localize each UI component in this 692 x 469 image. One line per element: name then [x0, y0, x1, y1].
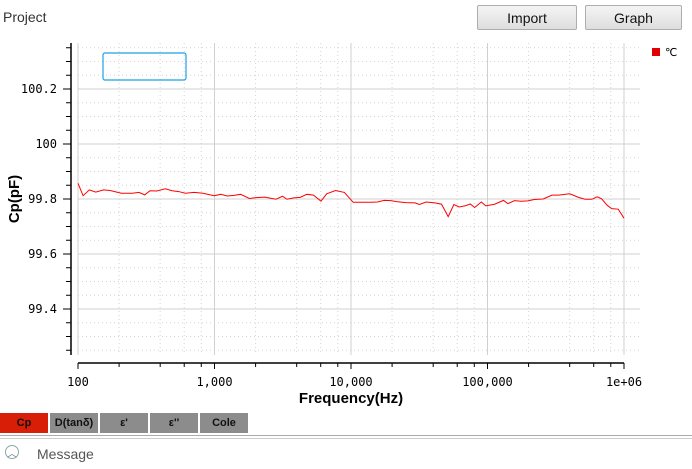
tab-epsilon-prime[interactable]: ε': [100, 413, 148, 433]
x-tick-label: 1,000: [196, 375, 232, 389]
y-tick-label: 100.2: [21, 82, 57, 96]
legend-label: ℃: [665, 46, 677, 59]
message-panel-label[interactable]: Message: [37, 446, 94, 462]
tab-d-tan-delta[interactable]: D(tanδ): [50, 413, 98, 433]
y-axis-label: Cp(pF): [6, 175, 23, 223]
divider: [0, 438, 692, 439]
graph-button[interactable]: Graph: [585, 5, 682, 30]
y-tick-label: 100: [35, 137, 57, 151]
series-line: [77, 183, 625, 219]
cp-chart[interactable]: 100 1,000 10,000 100,000 1e+06 99.4 99.6 99.8 10…: [0, 36, 692, 411]
project-label: Project: [3, 9, 47, 25]
chevron-up-circle-icon[interactable]: ︿: [5, 445, 19, 460]
legend-swatch: [652, 48, 660, 56]
y-tick-label: 99.8: [28, 192, 57, 206]
selection-box: [102, 52, 187, 81]
import-button[interactable]: Import: [477, 5, 577, 30]
tab-cole[interactable]: Cole: [200, 413, 248, 433]
x-tick-label: 10,000: [329, 375, 372, 389]
divider: [0, 435, 692, 436]
graph-tabs: Cp D(tanδ) ε' ε'' Cole: [0, 413, 250, 433]
x-tick-label: 1e+06: [606, 375, 642, 389]
tab-cp[interactable]: Cp: [0, 413, 48, 433]
x-tick-label: 100: [67, 375, 89, 389]
y-tick-label: 99.4: [28, 302, 57, 316]
tab-epsilon-double-prime[interactable]: ε'': [150, 413, 198, 433]
x-axis-label: Frequency(Hz): [299, 390, 403, 407]
y-tick-label: 99.6: [28, 247, 57, 261]
x-tick-label: 100,000: [462, 375, 513, 389]
